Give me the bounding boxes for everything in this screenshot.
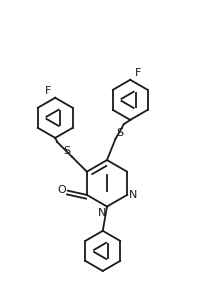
Text: O: O — [57, 184, 66, 195]
Text: N: N — [98, 208, 106, 218]
Text: F: F — [45, 86, 51, 96]
Text: F: F — [134, 68, 141, 78]
Text: N: N — [129, 190, 138, 200]
Text: S: S — [63, 146, 70, 156]
Text: S: S — [117, 128, 124, 138]
